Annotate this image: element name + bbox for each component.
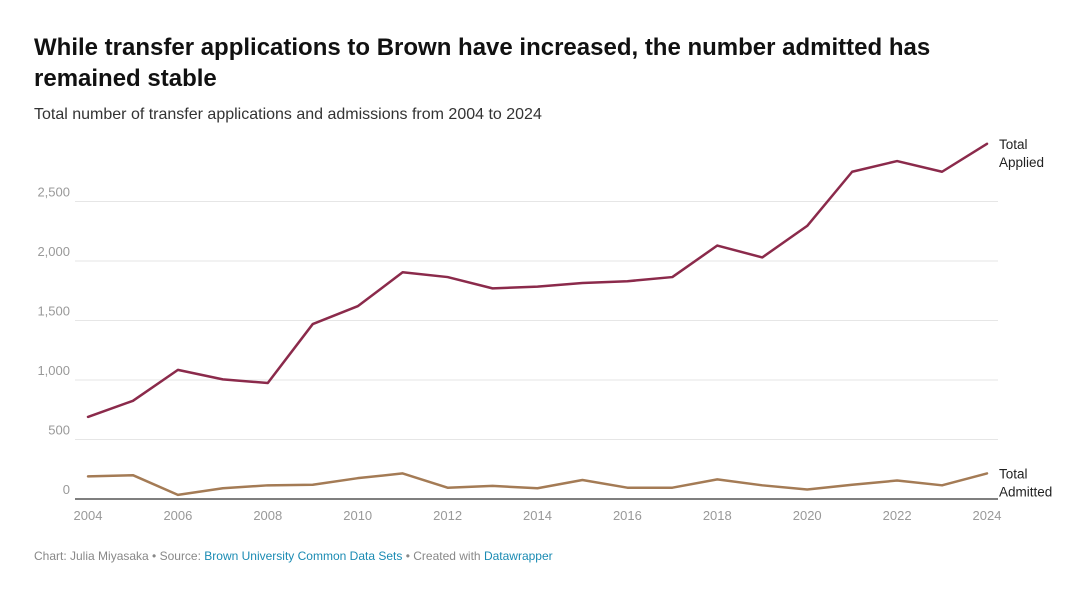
x-tick-label: 2004 [74,508,103,523]
total-admitted-label-line: Total [999,466,1028,481]
x-tick-label: 2022 [883,508,912,523]
x-tick-label: 2018 [703,508,732,523]
x-tick-label: 2020 [793,508,822,523]
total-applied-label-line: Total [999,137,1028,152]
x-tick-label: 2014 [523,508,552,523]
line-chart: 0 500 1,000 1,500 2,000 2,500 2004 2006 2008 2010… [37,137,1052,523]
total-admitted-label: Total Admitted [999,466,1052,499]
total-applied-label: Total Applied [999,137,1044,170]
y-tick-label: 1,500 [37,304,70,319]
footer-credit: Chart: Julia Miyasaka [34,549,149,563]
y-tick-label: 1,000 [37,363,70,378]
footer-separator-tool: • Created with [402,549,484,563]
y-tick-label: 500 [48,423,70,438]
y-tick-label: 0 [63,482,70,497]
total-applied-line [86,142,989,419]
total-applied-label-line: Applied [999,155,1044,170]
x-tick-label: 2010 [343,508,372,523]
chart-title: While transfer applications to Brown hav… [34,34,931,92]
x-tick-label: 2008 [253,508,282,523]
x-tick-label: 2016 [613,508,642,523]
datawrapper-link[interactable]: Datawrapper [483,549,553,563]
chart-footer: Chart: Julia Miyasaka • Source: Brown Un… [34,549,553,563]
x-tick-label: 2006 [163,508,192,523]
x-tick-label: 2012 [433,508,462,523]
y-tick-label: 2,500 [37,185,70,200]
chart-subtitle: Total number of transfer applications an… [34,106,542,123]
source-link[interactable]: Brown University Common Data Sets [204,549,403,563]
y-tick-label: 2,000 [37,244,70,259]
total-admitted-line [86,472,989,497]
x-tick-label: 2024 [973,508,1002,523]
total-admitted-label-line: Admitted [999,484,1052,499]
footer-separator-source: • Source: [148,549,205,563]
